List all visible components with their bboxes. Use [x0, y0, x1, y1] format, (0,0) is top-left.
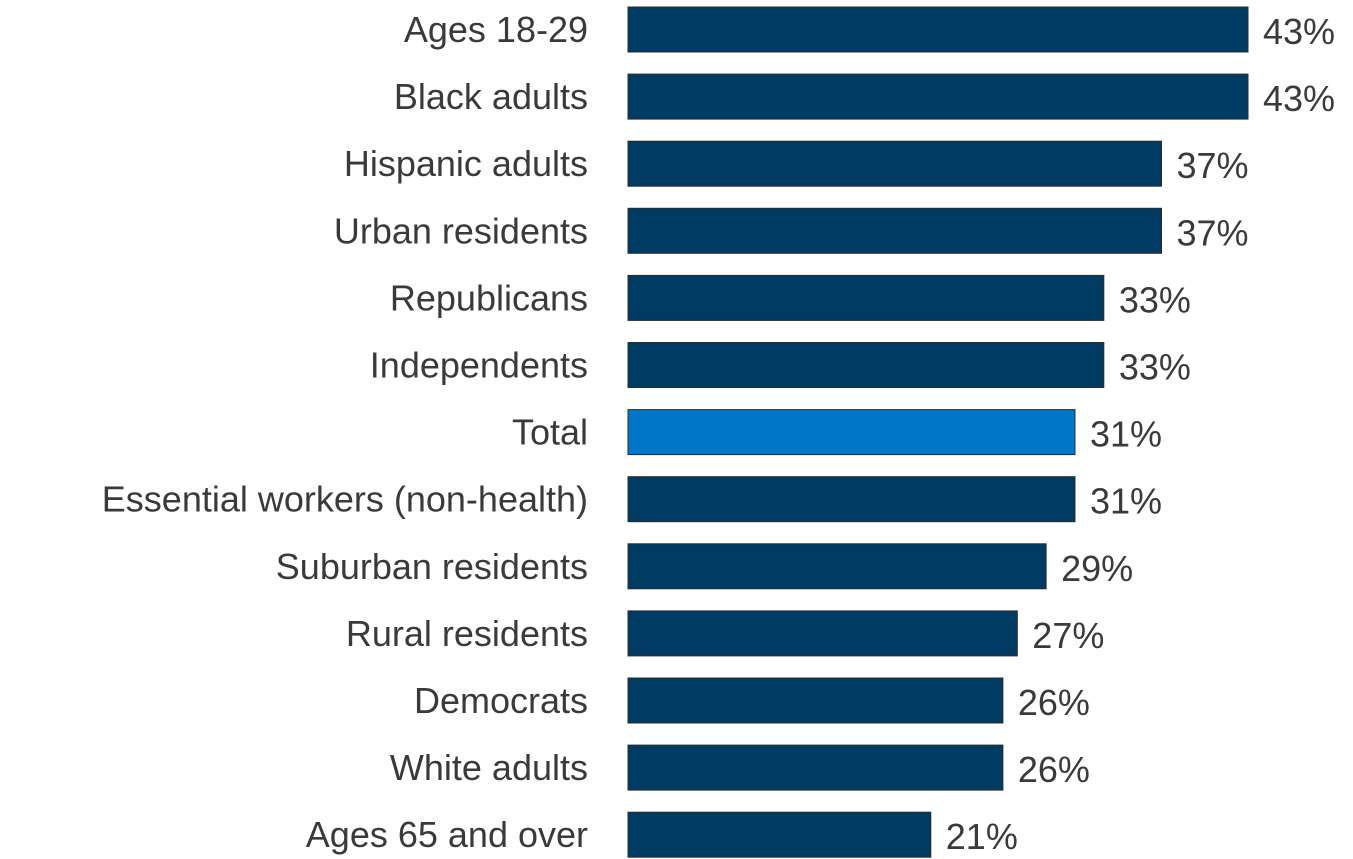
category-label-ages-18-29: Ages 18-29	[404, 9, 588, 50]
value-label-white-adults: 26%	[1018, 749, 1090, 790]
value-labels: 43%43%37%37%33%33%31%31%29%27%26%26%21%	[946, 11, 1335, 857]
bar-rural-residents	[627, 610, 1018, 657]
category-labels: Ages 18-29 Black adults Hispanic adults Urb…	[102, 9, 588, 855]
category-label-urban-residents: Urban residents	[334, 210, 588, 251]
category-label-rural-residents: Rural residents	[346, 613, 588, 654]
value-label-independents: 33%	[1119, 347, 1191, 388]
bar-hispanic-adults	[627, 140, 1162, 187]
category-label-democrats: Democrats	[414, 680, 588, 721]
value-label-total: 31%	[1090, 414, 1162, 455]
category-label-independents: Independents	[370, 345, 588, 386]
value-label-essential-workers-non-health: 31%	[1090, 481, 1162, 522]
category-label-total: Total	[512, 412, 588, 453]
category-label-black-adults: Black adults	[394, 76, 588, 117]
bar-white-adults	[627, 744, 1004, 791]
bars	[627, 6, 1249, 858]
value-label-urban-residents: 37%	[1176, 212, 1248, 253]
bar-independents	[627, 342, 1105, 388]
value-label-rural-residents: 27%	[1032, 615, 1104, 656]
value-label-hispanic-adults: 37%	[1176, 145, 1248, 186]
bar-black-adults	[627, 73, 1249, 120]
category-label-republicans: Republicans	[390, 277, 588, 318]
value-label-ages-18-29: 43%	[1263, 11, 1335, 52]
bar-total	[627, 409, 1076, 456]
value-label-republicans: 33%	[1119, 279, 1191, 320]
bar-essential-workers-non-health	[627, 476, 1076, 523]
bar-urban-residents	[627, 207, 1162, 254]
category-label-suburban-residents: Suburban residents	[276, 546, 588, 587]
bar-republicans	[627, 274, 1105, 321]
bar-suburban-residents	[627, 543, 1047, 590]
value-label-democrats: 26%	[1018, 682, 1090, 723]
bar-democrats	[627, 677, 1004, 724]
bar-ages-18-29	[627, 6, 1249, 53]
category-label-ages-65-and-over: Ages 65 and over	[306, 814, 588, 855]
category-label-white-adults: White adults	[390, 747, 588, 788]
bar-ages-65-and-over	[627, 811, 932, 858]
category-label-essential-workers-non-health: Essential workers (non-health)	[102, 479, 588, 520]
value-label-ages-65-and-over: 21%	[946, 816, 1018, 857]
category-label-hispanic-adults: Hispanic adults	[344, 143, 588, 184]
value-label-suburban-residents: 29%	[1061, 548, 1133, 589]
value-label-black-adults: 43%	[1263, 78, 1335, 119]
